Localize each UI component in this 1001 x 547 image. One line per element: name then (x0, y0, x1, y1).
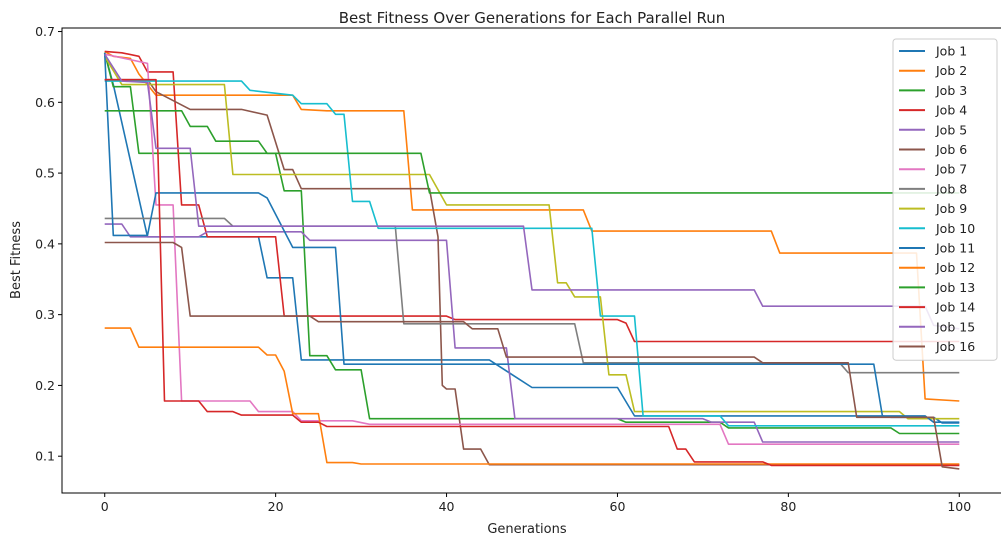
series-lines (103, 50, 960, 470)
series-line-job-5 (104, 223, 960, 443)
legend-label-job-7: Job 7 (935, 162, 967, 177)
series-line-job-11 (103, 52, 960, 423)
legend-label-job-3: Job 3 (935, 83, 967, 98)
x-tick-label: 40 (439, 499, 455, 514)
legend-label-job-4: Job 4 (935, 103, 967, 118)
series-line-job-8 (104, 217, 960, 374)
chart-title: Best Fitness Over Generations for Each P… (339, 9, 726, 27)
legend-label-job-6: Job 6 (935, 142, 967, 157)
legend-label-job-16: Job 16 (935, 339, 975, 354)
legend-label-job-14: Job 14 (935, 300, 975, 315)
y-tick-label: 0.4 (35, 236, 55, 251)
legend-label-job-12: Job 12 (935, 260, 975, 275)
series-line-job-3 (103, 52, 960, 435)
series-line-job-10 (104, 80, 960, 427)
y-tick-label: 0.2 (35, 378, 55, 393)
x-tick-label: 80 (780, 499, 796, 514)
x-tick-label: 0 (101, 499, 109, 514)
y-tick-label: 0.5 (35, 166, 55, 181)
axes: 0 20 40 60 80 100 0.1 0.2 0.3 0.4 0.5 0.6 0.7 (35, 24, 971, 514)
x-axis-label: Generations (487, 522, 567, 537)
y-axis-label: Best Fitness (9, 221, 24, 299)
legend-label-job-1: Job 1 (935, 44, 967, 59)
x-tick-label: 20 (268, 499, 284, 514)
legend-label-job-15: Job 15 (935, 319, 975, 334)
legend-label-job-5: Job 5 (935, 122, 967, 137)
legend-label-job-11: Job 11 (935, 241, 975, 256)
series-line-job-2 (104, 50, 960, 402)
legend-label-job-9: Job 9 (935, 201, 967, 216)
legend: Job 1 Job 2 Job 3 Job 4 Job 5 Job 6 Job 7 Job 8… (892, 38, 998, 361)
series-line-job-12 (104, 327, 960, 465)
series-line-job-14 (104, 78, 960, 467)
series-line-job-4 (104, 50, 960, 343)
x-tick-label: 60 (610, 499, 626, 514)
plot-frame (61, 27, 1001, 494)
y-tick-label: 0.3 (35, 307, 55, 322)
legend-label-job-8: Job 8 (935, 181, 967, 196)
x-tick-label: 100 (947, 499, 971, 514)
series-line-job-9 (104, 55, 960, 420)
series-line-job-13 (104, 110, 960, 194)
y-tick-label: 0.7 (35, 24, 55, 39)
y-tick-label: 0.1 (35, 449, 55, 464)
series-line-job-6 (104, 78, 960, 466)
legend-box (892, 38, 998, 361)
legend-label-job-10: Job 10 (935, 221, 975, 236)
series-line-job-16 (104, 241, 960, 470)
legend-label-job-13: Job 13 (935, 280, 975, 295)
legend-label-job-2: Job 2 (935, 63, 967, 78)
y-tick-label: 0.6 (35, 95, 55, 110)
